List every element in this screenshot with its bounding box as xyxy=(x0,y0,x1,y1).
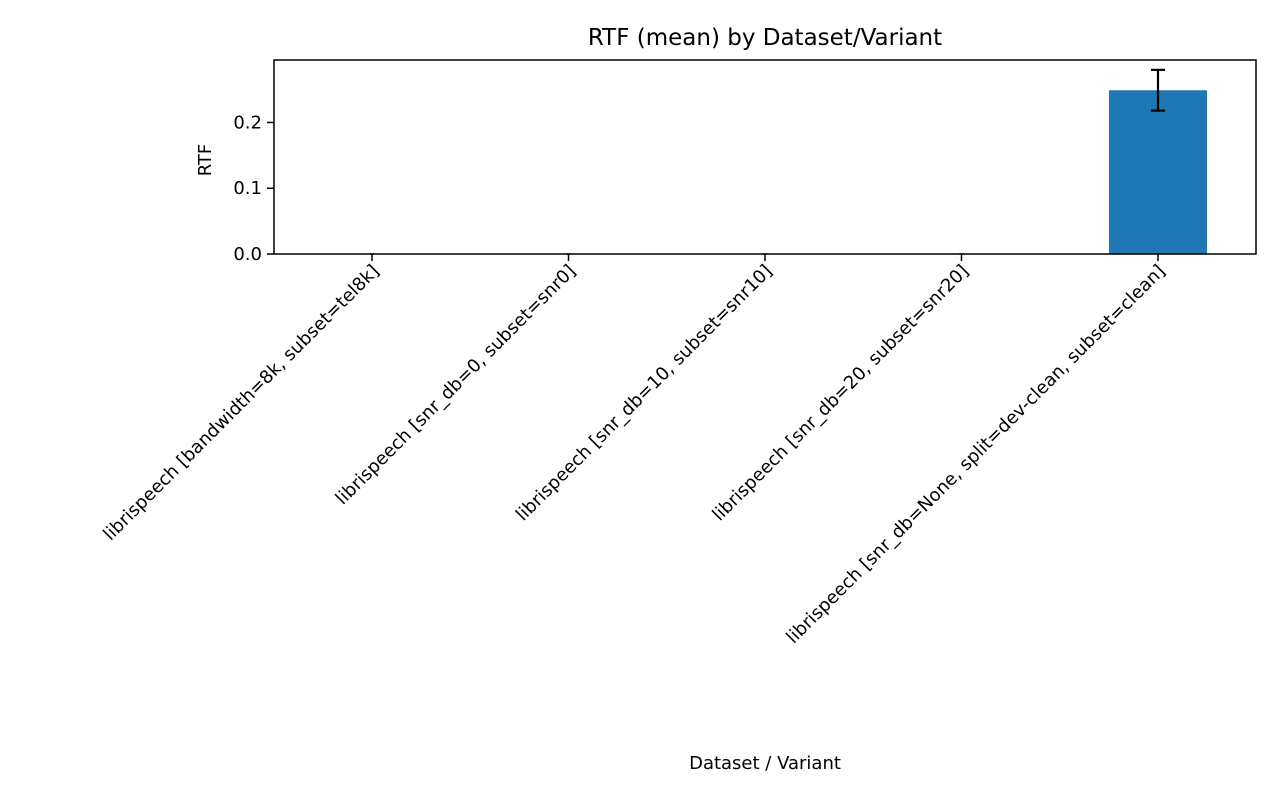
bars-group xyxy=(1109,90,1207,254)
y-tick-label: 0.0 xyxy=(233,244,262,265)
y-axis: 0.0 0.1 0.2 xyxy=(233,112,274,265)
x-axis-label: Dataset / Variant xyxy=(689,753,841,774)
x-tick-label: librispeech [snr_db=0, subset=snr0] xyxy=(332,261,580,509)
plot-area-frame xyxy=(273,59,1257,255)
bar xyxy=(1109,90,1207,254)
x-tick-label: librispeech [snr_db=None, split=dev-clea… xyxy=(782,261,1169,648)
chart-title: RTF (mean) by Dataset/Variant xyxy=(588,25,942,51)
y-tick-label: 0.2 xyxy=(233,112,262,133)
x-axis: librispeech [bandwidth=8k, subset=tel8k]… xyxy=(99,254,1170,648)
error-bars-group xyxy=(370,68,1165,255)
y-tick-label: 0.1 xyxy=(233,178,262,199)
y-axis-label: RTF xyxy=(195,144,216,177)
